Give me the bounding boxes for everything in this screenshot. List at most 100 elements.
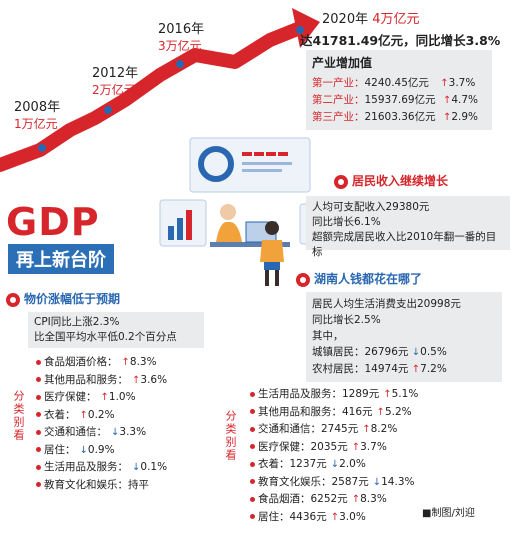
bullet-dot-icon xyxy=(250,461,255,467)
presenter-illustration xyxy=(260,221,284,286)
spending-title: 湖南人钱都花在哪了 xyxy=(314,272,423,286)
headline-main: GDP xyxy=(6,200,100,244)
item-value: 持平 xyxy=(128,478,149,491)
item-value: 0.9% xyxy=(87,443,115,456)
gdp-2020-detail: 达41781.49亿元，同比增长3.8% xyxy=(300,33,501,48)
industry-title: 产业增加值 xyxy=(312,56,373,70)
item-name: 教育文化娱乐：2587元 xyxy=(258,475,369,488)
spending-category-label: 分类别看 xyxy=(224,410,237,462)
bullet-dot-icon xyxy=(36,359,41,365)
bullet-dot-icon xyxy=(36,394,41,400)
price-category-list: 食品烟酒价格： ↑8.3% 其他用品和服务： ↑3.6% 医疗保健： ↑1.0% 衣着： ↑0… xyxy=(36,354,167,493)
list-item: 居住： ↓0.9% xyxy=(36,442,167,460)
rural-label: 农村居民：14974元 xyxy=(312,363,409,375)
amount-label: 3万亿元 xyxy=(158,39,202,53)
item-value: 8.3% xyxy=(129,356,157,368)
item-name: 其他用品和服务： xyxy=(44,373,128,386)
item-name: 其他用品和服务：416元 xyxy=(258,405,373,418)
list-item: 生活用品及服务： ↓0.1% xyxy=(36,459,167,477)
industry-row: 第二产业：15937.69亿元 ↑4.7% xyxy=(312,92,486,109)
bullet-dot-icon xyxy=(250,514,255,519)
item-value: 2.0% xyxy=(339,458,366,470)
section-bullet-icon xyxy=(6,292,20,307)
up-arrow-icon: ↑ xyxy=(440,78,449,89)
spending-line: 居民人均生活消费支出20998元 xyxy=(312,298,461,310)
timeline-2016: 2016年 3万亿元 xyxy=(158,18,204,54)
section-bullet-icon xyxy=(296,272,310,287)
list-item: 生活用品及服务：1289元 ↑5.1% xyxy=(250,386,418,404)
list-item: 教育文化娱乐：2587元 ↓14.3% xyxy=(250,474,418,492)
amount-label: 1万亿元 xyxy=(14,117,58,131)
list-item: 其他用品和服务： ↑3.6% xyxy=(36,372,167,390)
item-name: 居住： xyxy=(44,443,76,456)
up-arrow-icon: ↑ xyxy=(351,494,361,505)
spending-box: 居民人均生活消费支出20998元 同比增长2.5% 其中， 城镇居民：26796… xyxy=(306,292,502,382)
price-line: 比全国平均水平低0.2个百分点 xyxy=(34,331,177,343)
timeline-2008: 2008年 1万亿元 xyxy=(14,96,60,132)
down-arrow-icon: ↓ xyxy=(372,476,382,488)
up-arrow-icon: ↑ xyxy=(330,511,340,523)
item-value: 8.3% xyxy=(360,493,387,505)
item-value: 0.2% xyxy=(87,408,115,421)
up-arrow-icon: ↑ xyxy=(79,409,88,421)
industry-change: 4.7% xyxy=(451,94,479,106)
up-arrow-icon: ↑ xyxy=(376,406,385,418)
bullet-dot-icon xyxy=(36,377,41,382)
item-name: 食品烟酒价格： xyxy=(44,356,118,368)
list-item: 衣着：1237元 ↓2.0% xyxy=(250,456,418,474)
item-name: 食品烟酒：6252元 xyxy=(258,493,348,505)
spending-line: 其中， xyxy=(312,330,344,342)
item-name: 生活用品及服务：1289元 xyxy=(258,388,380,400)
item-value: 3.6% xyxy=(140,373,168,386)
list-item: 食品烟酒：6252元 ↑8.3% xyxy=(250,491,418,509)
bullet-dot-icon xyxy=(250,444,255,449)
industry-label: 第二产业： xyxy=(312,94,365,106)
down-arrow-icon: ↓ xyxy=(411,347,421,358)
list-item: 交通和通信： ↓3.3% xyxy=(36,424,167,442)
year-label: 2016年 xyxy=(158,22,205,37)
spending-category-list: 生活用品及服务：1289元 ↑5.1% 其他用品和服务：416元 ↑5.2% 交通和通信… xyxy=(250,386,418,526)
industry-change: 2.9% xyxy=(451,111,479,123)
bullet-dot-icon xyxy=(250,426,255,432)
down-arrow-icon: ↓ xyxy=(330,459,340,470)
list-item: 其他用品和服务：416元 ↑5.2% xyxy=(250,404,418,422)
spending-header: 湖南人钱都花在哪了 xyxy=(296,270,422,287)
item-name: 教育文化和娱乐： xyxy=(44,478,128,491)
industry-value: 4240.45亿元 xyxy=(364,77,429,89)
bullet-dot-icon xyxy=(250,496,255,502)
up-arrow-icon: ↑ xyxy=(100,392,109,403)
income-line: 人均可支配收入29380元 xyxy=(312,201,430,213)
item-name: 衣着： xyxy=(44,408,76,421)
credit: ■制图/刘迎 xyxy=(422,508,475,519)
list-item: 食品烟酒价格： ↑8.3% xyxy=(36,354,167,372)
up-arrow-icon: ↑ xyxy=(351,441,361,453)
industry-box: 产业增加值 第一产业：4240.45亿元 ↑3.7% 第二产业：15937.69… xyxy=(306,50,492,130)
industry-label: 第一产业： xyxy=(312,77,365,89)
spending-line: 同比增长2.5% xyxy=(312,314,381,326)
spending-urban: 城镇居民：26796元 ↓0.5% xyxy=(312,344,496,361)
down-arrow-icon: ↓ xyxy=(132,462,141,473)
up-arrow-icon: ↑ xyxy=(442,112,452,123)
income-line: 超额完成居民收入比2010年翻一番的目标 xyxy=(312,231,497,258)
industry-label: 第三产业： xyxy=(312,111,365,123)
item-value: 3.3% xyxy=(119,426,147,438)
urban-change: 0.5% xyxy=(420,346,447,358)
up-arrow-icon: ↑ xyxy=(442,95,452,106)
item-value: 1.0% xyxy=(108,391,136,403)
section-bullet-icon xyxy=(334,174,348,189)
amount-label: 4万亿元 xyxy=(372,12,420,27)
bullet-dot-icon xyxy=(250,479,255,484)
industry-value: 15937.69亿元 xyxy=(364,94,436,106)
price-category-label: 分类别看 xyxy=(12,390,25,442)
item-value: 0.1% xyxy=(140,461,168,473)
timeline-2012: 2012年 2万亿元 xyxy=(92,62,138,98)
bullet-dot-icon xyxy=(36,482,41,487)
list-item: 居住：4436元 ↑3.0% xyxy=(250,509,418,527)
industry-value: 21603.36亿元 xyxy=(364,111,436,123)
industry-row: 第一产业：4240.45亿元 ↑3.7% xyxy=(312,75,486,92)
year-label: 2008年 xyxy=(14,100,61,115)
item-value: 3.0% xyxy=(339,510,366,523)
up-arrow-icon: ↑ xyxy=(132,374,141,386)
price-title: 物价涨幅低于预期 xyxy=(24,292,121,306)
